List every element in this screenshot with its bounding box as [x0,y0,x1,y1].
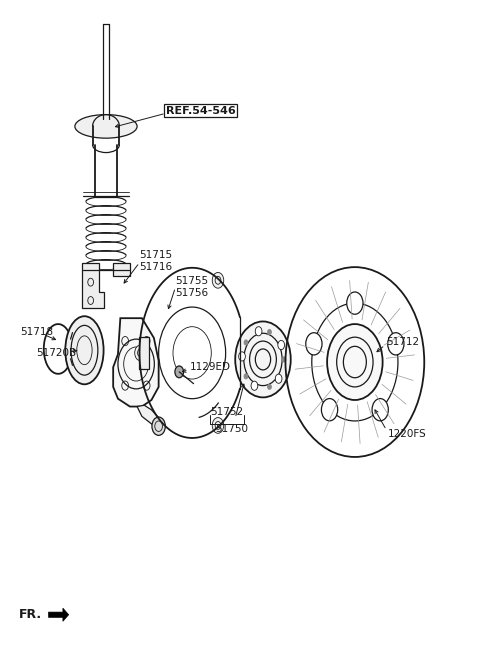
Circle shape [244,374,248,379]
Text: 51716: 51716 [140,262,173,272]
Circle shape [152,417,165,436]
Ellipse shape [75,115,137,138]
Polygon shape [48,608,69,621]
Circle shape [347,292,363,314]
Text: 51718: 51718 [20,327,53,337]
Text: 51755: 51755 [175,276,208,286]
Polygon shape [82,262,104,308]
Text: 51752: 51752 [210,407,243,417]
Circle shape [175,366,183,378]
Circle shape [212,418,224,434]
Ellipse shape [65,316,104,384]
Circle shape [388,333,404,355]
Text: 51750: 51750 [215,424,248,434]
Polygon shape [137,405,163,430]
Text: 51756: 51756 [175,288,208,298]
Circle shape [239,352,245,361]
Text: 1129ED: 1129ED [190,362,231,372]
Circle shape [251,381,258,390]
Text: REF.54-546: REF.54-546 [166,106,236,115]
Circle shape [267,384,271,390]
Circle shape [282,357,286,362]
Text: FR.: FR. [19,608,42,621]
Circle shape [306,333,322,355]
Circle shape [255,327,262,336]
Circle shape [275,374,282,383]
Polygon shape [139,337,149,369]
Circle shape [372,399,388,421]
Text: 51712: 51712 [386,337,419,348]
Polygon shape [113,318,158,407]
Circle shape [135,345,146,361]
Text: 51715: 51715 [140,250,173,260]
Polygon shape [113,262,130,276]
Text: 1220FS: 1220FS [387,429,426,439]
Circle shape [278,340,285,350]
Circle shape [212,272,224,288]
Circle shape [235,321,291,398]
Circle shape [244,340,248,345]
Circle shape [322,399,338,421]
Circle shape [327,324,383,400]
Text: 51720B: 51720B [36,348,77,358]
Circle shape [267,329,271,335]
